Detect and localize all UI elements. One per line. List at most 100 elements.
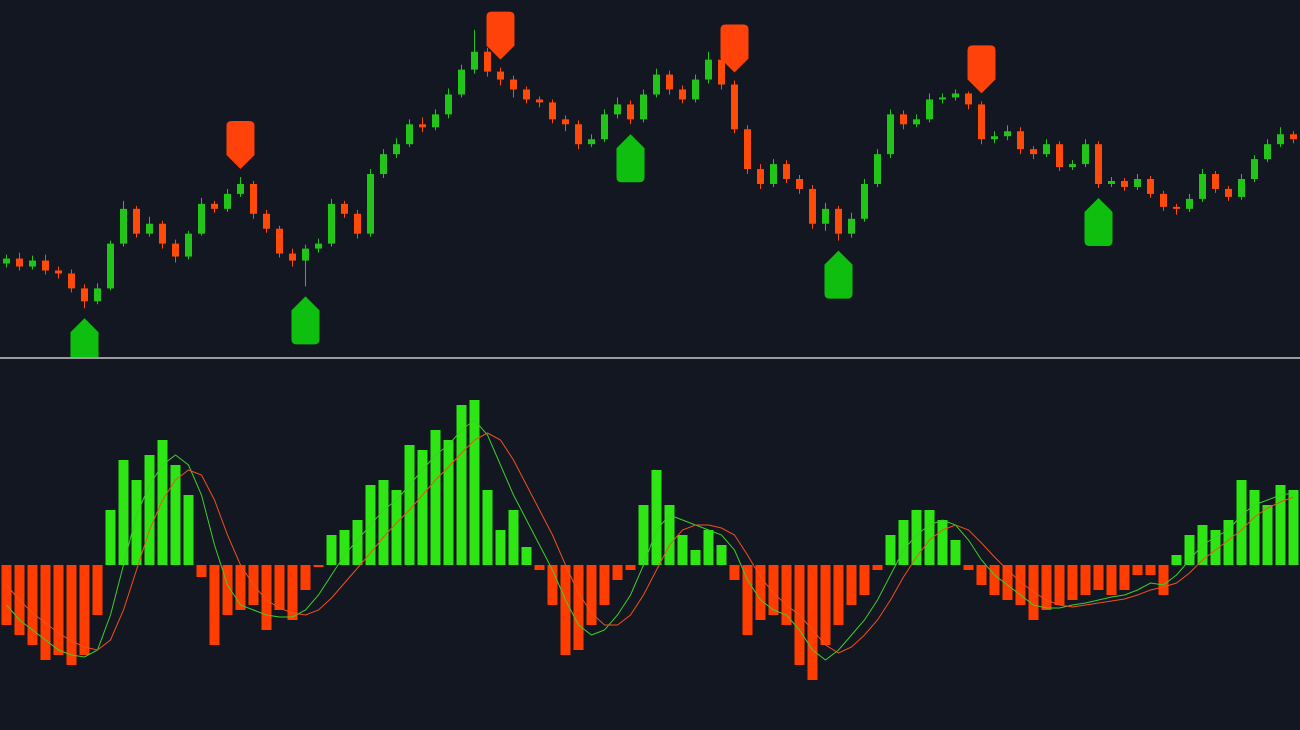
- histogram-bar: [287, 565, 298, 620]
- histogram-bar: [1236, 480, 1247, 565]
- candle-body: [978, 104, 985, 140]
- candle-body: [367, 174, 374, 234]
- candle-body: [965, 93, 972, 105]
- candle-body: [1160, 193, 1167, 207]
- candle-body: [692, 79, 699, 100]
- candle-body: [913, 119, 920, 125]
- histogram-bar: [651, 470, 662, 565]
- histogram-bar: [742, 565, 753, 635]
- histogram-bar: [1184, 535, 1195, 565]
- histogram-bar: [235, 565, 246, 610]
- candle-body: [952, 93, 959, 98]
- histogram-bar: [300, 565, 311, 590]
- histogram-bar: [417, 450, 428, 565]
- histogram-bar: [1041, 565, 1052, 610]
- histogram-bar: [27, 565, 38, 645]
- signal-line: [6, 432, 1294, 654]
- candle-body: [575, 124, 582, 145]
- candle-body: [16, 258, 23, 267]
- buy-signal: [1084, 197, 1113, 246]
- candle-body: [432, 114, 439, 128]
- histogram-bar: [222, 565, 233, 615]
- signal-line: [6, 419, 1294, 661]
- candle-body: [926, 99, 933, 120]
- histogram-bar: [937, 520, 948, 565]
- candle-body: [1043, 144, 1050, 155]
- candle-body: [68, 273, 75, 289]
- histogram-bar: [924, 510, 935, 565]
- candle-body: [887, 114, 894, 155]
- histogram-bar: [482, 490, 493, 565]
- histogram-bar: [1093, 565, 1104, 590]
- candle-body: [159, 223, 166, 244]
- candle-body: [497, 71, 504, 80]
- candle-body: [1251, 159, 1258, 179]
- histogram-bar: [664, 505, 675, 565]
- histogram-bar: [131, 480, 142, 565]
- histogram-bar: [1015, 565, 1026, 605]
- candle-body: [1290, 134, 1297, 140]
- histogram-bar: [274, 565, 285, 610]
- candle-body: [354, 213, 361, 234]
- candle-body: [172, 243, 179, 257]
- sell-signal: [226, 121, 255, 170]
- candle-body: [198, 203, 205, 234]
- candle-body: [1082, 144, 1089, 165]
- histogram-bar: [92, 565, 103, 615]
- histogram-bar: [612, 565, 623, 580]
- histogram-bar: [313, 565, 324, 567]
- candle-body: [29, 260, 36, 267]
- histogram-bar: [534, 565, 545, 570]
- histogram-bar: [157, 440, 168, 565]
- candle-body: [484, 51, 491, 72]
- candle-body: [1069, 164, 1076, 168]
- histogram-bar: [677, 535, 688, 565]
- sell-signal: [967, 45, 996, 94]
- candle-body: [419, 124, 426, 128]
- histogram-bar: [1158, 565, 1169, 595]
- histogram-bar: [729, 565, 740, 580]
- histogram-bar: [456, 405, 467, 565]
- histogram-bar: [40, 565, 51, 660]
- histogram-bar: [170, 465, 181, 565]
- candle-body: [614, 104, 621, 115]
- candle-body: [1056, 144, 1063, 168]
- candle-body: [1264, 144, 1271, 160]
- candle-body: [562, 119, 569, 125]
- candle-body: [94, 288, 101, 302]
- buy-signal: [291, 296, 320, 345]
- histogram-bar: [573, 565, 584, 650]
- candle-body: [796, 179, 803, 189]
- histogram-bar: [1080, 565, 1091, 595]
- histogram-bar: [768, 565, 779, 615]
- candle-body: [1004, 131, 1011, 137]
- candle-body: [276, 228, 283, 254]
- candle-body: [627, 104, 634, 120]
- sell-signal: [486, 11, 515, 60]
- histogram-bar: [638, 505, 649, 565]
- candle-body: [224, 193, 231, 209]
- candle-body: [133, 208, 140, 234]
- histogram-bar: [833, 565, 844, 625]
- histogram-bar: [1106, 565, 1117, 595]
- candle-body: [1225, 188, 1232, 197]
- candle-body: [1199, 174, 1206, 199]
- candle-body: [341, 203, 348, 214]
- candle-body: [3, 258, 10, 264]
- histogram-bar: [404, 445, 415, 565]
- candle-body: [1277, 134, 1284, 145]
- histogram-bar: [209, 565, 220, 645]
- histogram-bar: [820, 565, 831, 645]
- candle-body: [380, 154, 387, 175]
- histogram-bar: [521, 547, 532, 565]
- candle-body: [1173, 206, 1180, 209]
- candle-body: [1147, 179, 1154, 194]
- candle-body: [328, 203, 335, 244]
- histogram-bar: [183, 495, 194, 565]
- histogram-bar: [118, 460, 129, 565]
- histogram-bar: [989, 565, 1000, 595]
- histogram-bar: [859, 565, 870, 595]
- candle-body: [471, 51, 478, 70]
- candle-body: [809, 188, 816, 224]
